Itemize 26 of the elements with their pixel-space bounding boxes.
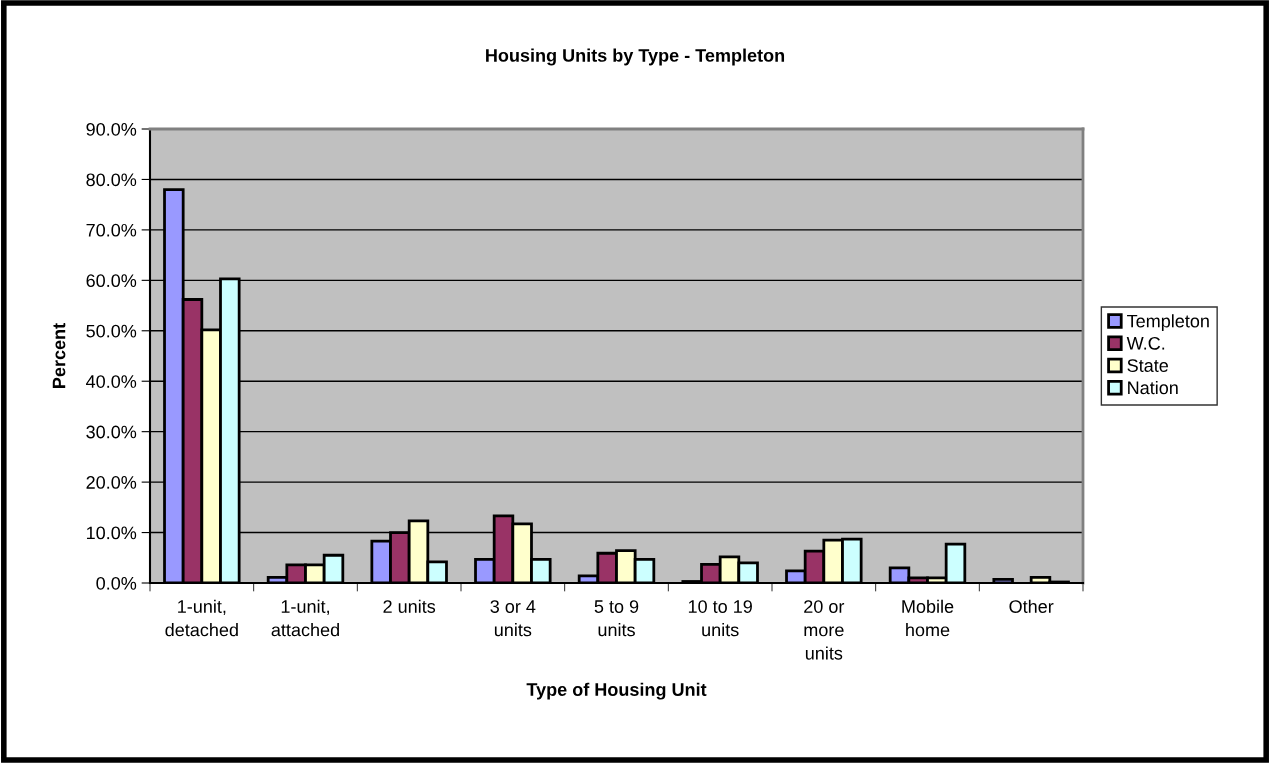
x-tick-label: 1-unit, detached — [165, 599, 238, 637]
x-tick-label: Mobile home — [902, 599, 954, 637]
x-tick-label: 5 to 9 units — [594, 600, 639, 637]
y-tick-label: 60.0% — [86, 274, 137, 288]
legend-label: Nation — [1128, 380, 1178, 395]
y-tick-label: 10.0% — [86, 526, 137, 540]
y-tick-label: 80.0% — [86, 173, 137, 187]
legend-label: State — [1127, 359, 1168, 372]
y-tick-label: 50.0% — [86, 324, 137, 338]
y-tick-label: 20.0% — [86, 476, 137, 489]
y-axis-title: Percent — [52, 323, 66, 388]
chart-title: Housing Units by Type - Templeton — [486, 48, 785, 66]
x-tick-label: Other — [1009, 599, 1054, 613]
x-tick-label: 10 to 19 units — [688, 600, 752, 637]
legend-label: Templeton — [1127, 314, 1209, 332]
x-tick-label: 1-unit, attached — [271, 599, 339, 637]
x-axis-title: Type of Housing Unit — [526, 682, 707, 700]
x-tick-label: 20 or more units — [804, 600, 845, 660]
y-tick-label: 30.0% — [86, 425, 137, 439]
y-tick-label: 90.0% — [86, 122, 137, 136]
legend-label: W.C. — [1126, 336, 1165, 350]
y-tick-label: 70.0% — [86, 223, 137, 237]
x-tick-label: 3 or 4 units — [490, 600, 536, 637]
x-tick-label: 2 units — [383, 599, 436, 613]
y-tick-label: 40.0% — [86, 375, 137, 388]
y-tick-label: 0.0% — [96, 576, 137, 590]
